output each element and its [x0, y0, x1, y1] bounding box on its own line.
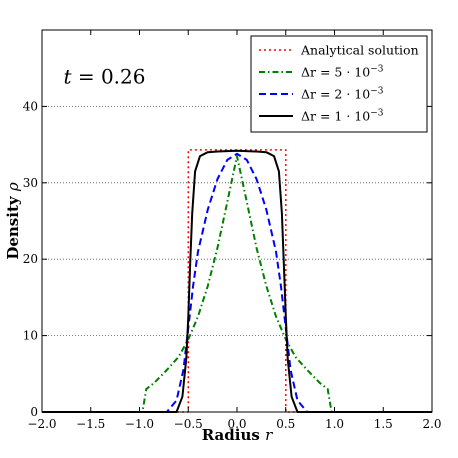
x-tick-label: 0.0	[227, 417, 246, 431]
y-tick-label: 30	[23, 176, 38, 190]
series-line	[42, 155, 432, 413]
x-tick-label: −1.5	[76, 417, 105, 431]
time-annotation-value: = 0.26	[71, 64, 145, 88]
x-axis-label-text: Radius	[202, 426, 260, 444]
y-tick-label: 0	[30, 405, 38, 419]
legend-label: Δr = 5 · 10−3	[301, 65, 384, 80]
legend-label: Analytical solution	[300, 43, 419, 58]
legend: Analytical solution Δr = 5 · 10−3 Δr = 2 ·…	[250, 35, 428, 133]
y-tick-label: 40	[23, 99, 38, 113]
x-tick-label: 1.0	[325, 417, 344, 431]
series-line	[42, 152, 432, 413]
axis-ticks: −2.0 −1.5 −1.0 −0.5 0.0 0.5 1.0 1.5 2.0 0 10 20 30 40	[23, 30, 442, 431]
y-tick-label: 20	[23, 252, 38, 266]
x-axis-label-variable: r	[265, 426, 273, 444]
x-tick-label: 0.5	[276, 417, 295, 431]
x-tick-label: 2.0	[422, 417, 441, 431]
y-tick-label: 10	[23, 329, 38, 343]
legend-label: Δr = 2 · 10−3	[301, 87, 384, 102]
x-tick-label: 1.5	[374, 417, 393, 431]
x-tick-label: −0.5	[174, 417, 203, 431]
x-axis-label: Radius r	[202, 426, 273, 444]
y-axis-label-text: Density	[4, 195, 22, 260]
time-annotation: t = 0.26	[63, 64, 145, 88]
series-line	[42, 149, 432, 413]
y-axis-label-variable: ρ	[4, 182, 22, 192]
y-axis-label: Density ρ	[4, 182, 22, 259]
x-tick-label: −2.0	[27, 417, 56, 431]
legend-label: Δr = 1 · 10−3	[301, 109, 384, 124]
time-annotation-variable: t	[63, 64, 72, 88]
x-tick-label: −1.0	[125, 417, 154, 431]
